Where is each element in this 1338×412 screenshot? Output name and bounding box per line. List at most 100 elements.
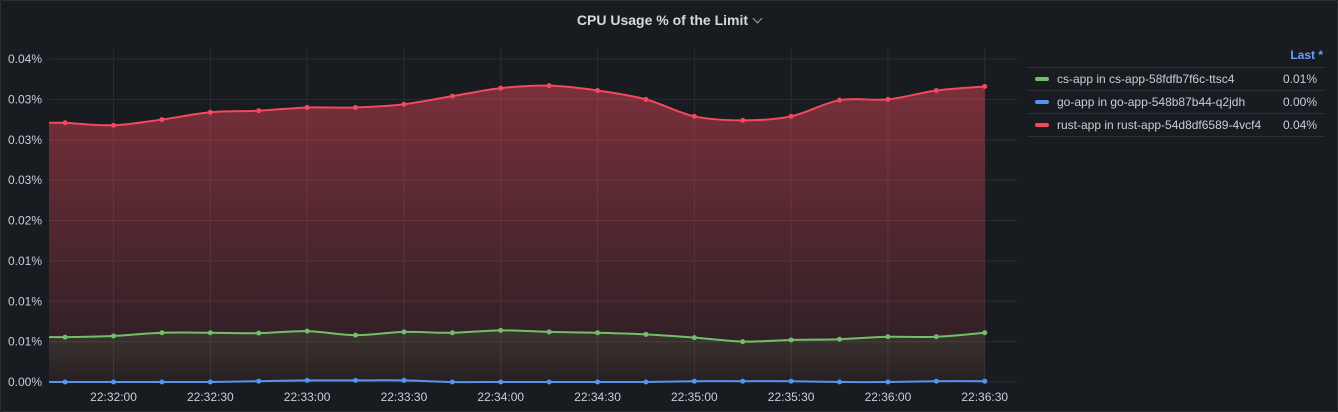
data-point-rust-app[interactable] — [449, 93, 455, 99]
data-point-rust-app[interactable] — [256, 108, 262, 114]
data-point-cs-app[interactable] — [643, 331, 649, 337]
data-point-rust-app[interactable] — [353, 104, 359, 110]
y-tick-label: 0.04% — [8, 52, 42, 66]
data-point-cs-app[interactable] — [546, 329, 552, 335]
data-point-go-app[interactable] — [207, 379, 213, 385]
data-point-cs-app[interactable] — [62, 334, 68, 340]
legend-swatch-go-app — [1035, 100, 1049, 104]
data-point-cs-app[interactable] — [740, 339, 746, 345]
data-point-rust-app[interactable] — [304, 104, 310, 110]
series-areas — [49, 85, 985, 383]
data-point-go-app[interactable] — [62, 379, 68, 385]
data-point-go-app[interactable] — [159, 379, 165, 385]
x-tick-label: 22:32:00 — [90, 390, 137, 404]
data-point-cs-app[interactable] — [353, 332, 359, 338]
x-tick-label: 22:35:00 — [671, 390, 718, 404]
legend-item-cs-app[interactable]: cs-app in cs-app-58fdfb7f6c-ttsc4 0.01% — [1027, 68, 1325, 91]
data-point-cs-app[interactable] — [885, 334, 891, 340]
data-point-rust-app[interactable] — [788, 113, 794, 119]
data-point-go-app[interactable] — [256, 378, 262, 384]
y-axis: 0.00% 0.01% 0.01% 0.01% 0.02% 0.03% 0.03% 0.03%… — [8, 52, 42, 389]
data-point-go-app[interactable] — [788, 378, 794, 384]
y-tick-label: 0.00% — [8, 375, 42, 389]
data-point-cs-app[interactable] — [159, 330, 165, 336]
data-point-cs-app[interactable] — [837, 336, 843, 342]
data-point-cs-app[interactable] — [304, 328, 310, 334]
data-point-rust-app[interactable] — [401, 101, 407, 107]
legend-item-go-app[interactable]: go-app in go-app-548b87b44-q2jdh 0.00% — [1027, 91, 1325, 114]
data-point-rust-app[interactable] — [62, 120, 68, 126]
panel-title[interactable]: CPU Usage % of the Limit — [576, 12, 749, 28]
data-point-go-app[interactable] — [353, 377, 359, 383]
data-point-go-app[interactable] — [401, 377, 407, 383]
data-point-go-app[interactable] — [111, 379, 117, 385]
data-point-rust-app[interactable] — [159, 117, 165, 123]
data-point-go-app[interactable] — [498, 379, 504, 385]
panel-header[interactable]: CPU Usage % of the Limit — [1, 9, 1337, 31]
data-point-rust-app[interactable] — [546, 83, 552, 89]
legend-swatch-cs-app — [1035, 77, 1049, 81]
y-tick-label: 0.03% — [8, 133, 42, 147]
data-point-go-app[interactable] — [546, 379, 552, 385]
legend-last-value: 0.01% — [1282, 72, 1317, 86]
data-point-rust-app[interactable] — [740, 117, 746, 123]
series-area-rust-app — [49, 85, 985, 382]
x-tick-label: 22:34:00 — [477, 390, 524, 404]
data-point-cs-app[interactable] — [401, 329, 407, 335]
data-point-go-app[interactable] — [595, 379, 601, 385]
data-point-cs-app[interactable] — [207, 330, 213, 336]
data-point-go-app[interactable] — [837, 379, 843, 385]
data-point-cs-app[interactable] — [111, 333, 117, 339]
data-point-go-app[interactable] — [691, 378, 697, 384]
legend-table: Last * cs-app in cs-app-58fdfb7f6c-ttsc4… — [1027, 45, 1325, 137]
legend-item-rust-app[interactable]: rust-app in rust-app-54d8df6589-4vcf4 0.… — [1027, 114, 1325, 137]
data-point-rust-app[interactable] — [111, 122, 117, 128]
data-point-go-app[interactable] — [643, 379, 649, 385]
data-point-cs-app[interactable] — [595, 330, 601, 336]
data-point-cs-app[interactable] — [498, 327, 504, 333]
data-point-cs-app[interactable] — [788, 337, 794, 343]
data-point-rust-app[interactable] — [933, 87, 939, 93]
legend-series-name[interactable]: rust-app in rust-app-54d8df6589-4vcf4 — [1057, 118, 1262, 132]
data-point-rust-app[interactable] — [885, 96, 891, 102]
data-point-rust-app[interactable] — [691, 113, 697, 119]
data-point-go-app[interactable] — [740, 378, 746, 384]
data-point-cs-app[interactable] — [982, 330, 988, 336]
data-point-go-app[interactable] — [304, 377, 310, 383]
y-tick-label: 0.01% — [8, 254, 42, 268]
data-point-cs-app[interactable] — [691, 335, 697, 341]
legend-swatch-rust-app — [1035, 123, 1049, 127]
legend-last-column-header[interactable]: Last * — [1290, 48, 1323, 62]
data-point-cs-app[interactable] — [256, 330, 262, 336]
data-point-cs-app[interactable] — [933, 334, 939, 340]
data-point-rust-app[interactable] — [498, 85, 504, 91]
series-points — [62, 83, 988, 385]
data-point-rust-app[interactable] — [595, 87, 601, 93]
x-tick-label: 22:34:30 — [574, 390, 621, 404]
legend-last-value: 0.04% — [1282, 118, 1317, 132]
legend-header[interactable]: Last * — [1027, 45, 1325, 68]
legend-series-name[interactable]: cs-app in cs-app-58fdfb7f6c-ttsc4 — [1057, 72, 1235, 86]
data-point-rust-app[interactable] — [982, 83, 988, 89]
data-point-cs-app[interactable] — [449, 330, 455, 336]
data-point-rust-app[interactable] — [837, 97, 843, 103]
data-point-go-app[interactable] — [933, 378, 939, 384]
legend-series-name[interactable]: go-app in go-app-548b87b44-q2jdh — [1057, 95, 1246, 109]
x-tick-label: 22:32:30 — [187, 390, 234, 404]
y-tick-label: 0.03% — [8, 92, 42, 106]
x-tick-label: 22:36:30 — [961, 390, 1008, 404]
x-tick-label: 22:33:00 — [284, 390, 331, 404]
data-point-go-app[interactable] — [449, 379, 455, 385]
data-point-rust-app[interactable] — [643, 96, 649, 102]
x-tick-label: 22:36:00 — [865, 390, 912, 404]
y-tick-label: 0.02% — [8, 214, 42, 228]
time-series-chart[interactable]: 0.00% 0.01% 0.01% 0.01% 0.02% 0.03% 0.03% 0.03%… — [1, 1, 1021, 411]
y-tick-label: 0.03% — [8, 173, 42, 187]
data-point-go-app[interactable] — [982, 378, 988, 384]
data-point-go-app[interactable] — [885, 379, 891, 385]
x-tick-label: 22:33:30 — [381, 390, 428, 404]
y-tick-label: 0.01% — [8, 294, 42, 308]
data-point-rust-app[interactable] — [207, 109, 213, 115]
legend-last-value: 0.00% — [1282, 95, 1317, 109]
